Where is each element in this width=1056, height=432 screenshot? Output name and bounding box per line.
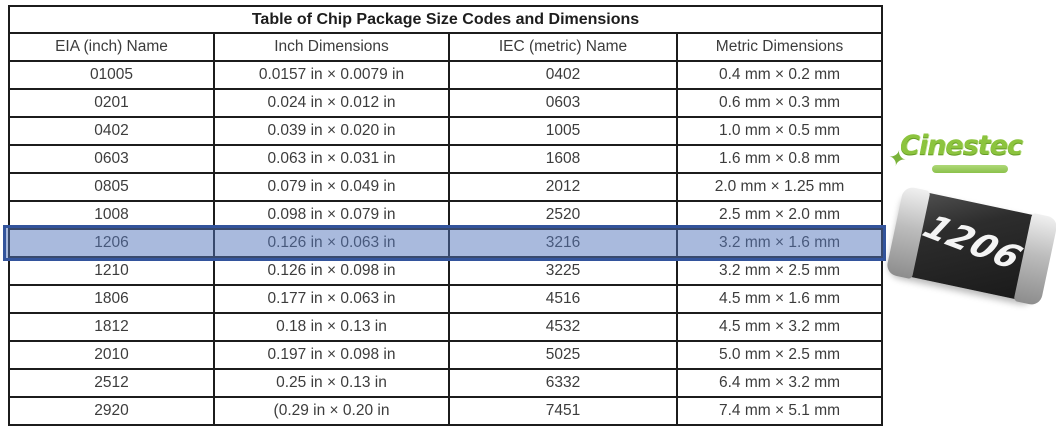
chip-size-table: Table of Chip Package Size Codes and Dim… bbox=[7, 5, 884, 426]
table-cell: 0.024 in × 0.012 in bbox=[213, 88, 450, 118]
table-cell: 5025 bbox=[448, 340, 678, 370]
table-row: 2010 0.197 in × 0.098 in 5025 5.0 mm × 2.5 … bbox=[8, 340, 884, 370]
table-cell: 0.18 in × 0.13 in bbox=[213, 312, 450, 342]
table-cell: 7451 bbox=[448, 396, 678, 426]
table-cell: 2512 bbox=[8, 368, 215, 398]
table-cell: 4532 bbox=[448, 312, 678, 342]
table-cell: 6.4 mm × 3.2 mm bbox=[675, 368, 884, 398]
table-cell: 1.0 mm × 0.5 mm bbox=[675, 116, 884, 146]
table-row: 0402 0.039 in × 0.020 in 1005 1.0 mm × 0.5 … bbox=[8, 116, 884, 146]
table-cell: 0.039 in × 0.020 in bbox=[213, 116, 450, 146]
table-row: 1806 0.177 in × 0.063 in 4516 4.5 mm × 1.6 … bbox=[8, 284, 884, 314]
table-cell: 1608 bbox=[448, 144, 678, 174]
table-cell: 0.126 in × 0.098 in bbox=[213, 256, 450, 286]
chip-body: 1206 bbox=[885, 185, 1056, 307]
table-row: 1812 0.18 in × 0.13 in 4532 4.5 mm × 3.2 mm bbox=[8, 312, 884, 342]
table-cell: 1008 bbox=[8, 200, 215, 230]
table-cell: 4.5 mm × 3.2 mm bbox=[675, 312, 884, 342]
table-body: 01005 0.0157 in × 0.0079 in 0402 0.4 mm × 0… bbox=[8, 60, 884, 426]
table-cell: 0603 bbox=[8, 144, 215, 174]
table-cell: 6332 bbox=[448, 368, 678, 398]
table-cell: 0.177 in × 0.063 in bbox=[213, 284, 450, 314]
table-cell: 1210 bbox=[8, 256, 215, 286]
table-cell: 0.126 in × 0.063 in bbox=[213, 228, 450, 258]
table-cell: 0.098 in × 0.079 in bbox=[213, 200, 450, 230]
table-cell: 3225 bbox=[448, 256, 678, 286]
table-cell: 0201 bbox=[8, 88, 215, 118]
table-title: Table of Chip Package Size Codes and Dim… bbox=[7, 5, 884, 34]
table-row: 1206 0.126 in × 0.063 in 3216 3.2 mm × 1.6 … bbox=[8, 228, 884, 258]
table-row: 01005 0.0157 in × 0.0079 in 0402 0.4 mm × 0… bbox=[8, 60, 884, 90]
table-cell: 1.6 mm × 0.8 mm bbox=[675, 144, 884, 174]
table-cell: 01005 bbox=[8, 60, 215, 90]
table-cell: 0.079 in × 0.049 in bbox=[213, 172, 450, 202]
logo-tagline-bar bbox=[932, 165, 1008, 173]
cinestec-logo: ✦ Cinestec bbox=[886, 118, 1024, 184]
column-header-iec-name: IEC (metric) Name bbox=[448, 32, 678, 62]
table-cell: 2.0 mm × 1.25 mm bbox=[675, 172, 884, 202]
table-cell: 0402 bbox=[8, 116, 215, 146]
table-cell: 0.0157 in × 0.0079 in bbox=[213, 60, 450, 90]
table-row: 1008 0.098 in × 0.079 in 2520 2.5 mm × 2.0 … bbox=[8, 200, 884, 230]
table-cell: 0402 bbox=[448, 60, 678, 90]
column-header-eia-name: EIA (inch) Name bbox=[8, 32, 215, 62]
table-cell: 0.4 mm × 0.2 mm bbox=[675, 60, 884, 90]
table-cell: 0.6 mm × 0.3 mm bbox=[675, 88, 884, 118]
table-cell: 0.25 in × 0.13 in bbox=[213, 368, 450, 398]
table-cell: 4.5 mm × 1.6 mm bbox=[675, 284, 884, 314]
column-header-metric-dimensions: Metric Dimensions bbox=[675, 32, 884, 62]
table-cell: 3.2 mm × 1.6 mm bbox=[675, 228, 884, 258]
table-cell: 2920 bbox=[8, 396, 215, 426]
table-cell: 5.0 mm × 2.5 mm bbox=[675, 340, 884, 370]
table-row: 0201 0.024 in × 0.012 in 0603 0.6 mm × 0.3 … bbox=[8, 88, 884, 118]
table-row: 0805 0.079 in × 0.049 in 2012 2.0 mm × 1.25… bbox=[8, 172, 884, 202]
table-cell: 2520 bbox=[448, 200, 678, 230]
column-header-inch-dimensions: Inch Dimensions bbox=[213, 32, 450, 62]
table-cell: 0.063 in × 0.031 in bbox=[213, 144, 450, 174]
table-cell: 4516 bbox=[448, 284, 678, 314]
table-cell: 0.197 in × 0.098 in bbox=[213, 340, 450, 370]
table-row: 0603 0.063 in × 0.031 in 1608 1.6 mm × 0.8 … bbox=[8, 144, 884, 174]
logo-text: Cinestec bbox=[900, 130, 1023, 161]
table-row: 2920 (0.29 in × 0.20 in 7451 7.4 mm × 5.1 m… bbox=[8, 396, 884, 426]
table-row: 1210 0.126 in × 0.098 in 3225 3.2 mm × 2.5 … bbox=[8, 256, 884, 286]
table-cell: 1005 bbox=[448, 116, 678, 146]
table-cell: 7.4 mm × 5.1 mm bbox=[675, 396, 884, 426]
table-cell: 3.2 mm × 2.5 mm bbox=[675, 256, 884, 286]
table-row: 2512 0.25 in × 0.13 in 6332 6.4 mm × 3.2 mm bbox=[8, 368, 884, 398]
table-cell: 2012 bbox=[448, 172, 678, 202]
table-header-row: EIA (inch) Name Inch Dimensions IEC (met… bbox=[8, 32, 884, 62]
table-title-row: Table of Chip Package Size Codes and Dim… bbox=[7, 5, 884, 34]
chip-label: 1206 bbox=[915, 208, 1030, 278]
table-cell: 1206 bbox=[8, 228, 215, 258]
table-cell: 3216 bbox=[448, 228, 678, 258]
chip-photo: 1206 bbox=[885, 185, 1056, 307]
table-cell: 0603 bbox=[448, 88, 678, 118]
table-cell: 2.5 mm × 2.0 mm bbox=[675, 200, 884, 230]
table-cell: 1806 bbox=[8, 284, 215, 314]
table-cell: 0805 bbox=[8, 172, 215, 202]
table-cell: (0.29 in × 0.20 in bbox=[213, 396, 450, 426]
table-cell: 1812 bbox=[8, 312, 215, 342]
table-cell: 2010 bbox=[8, 340, 215, 370]
